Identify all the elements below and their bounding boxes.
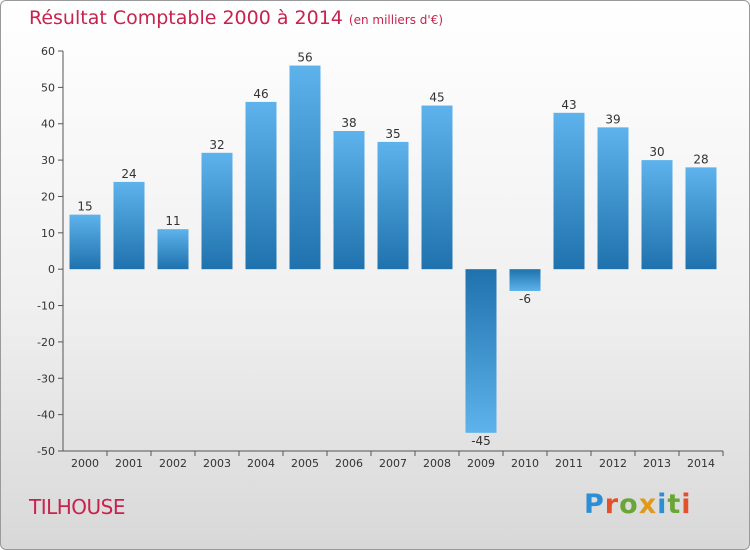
proxiti-logo: Proxiti <box>584 489 692 520</box>
y-tick-label: -50 <box>37 445 55 458</box>
bar-2004 <box>245 101 277 270</box>
data-label-2010: -6 <box>519 292 531 306</box>
logo-letter: i <box>681 489 692 520</box>
y-tick-label: -10 <box>37 300 55 313</box>
bar-2003 <box>201 152 233 270</box>
data-label-2001: 24 <box>121 167 136 181</box>
y-tick-label: 50 <box>41 81 55 94</box>
y-tick-label: -30 <box>37 372 55 385</box>
bar-2002 <box>157 229 189 270</box>
x-tick-label: 2010 <box>511 457 539 470</box>
chart-axes: -50 -40 -30 -20 -10 0 10 20 30 40 50 60 2000 2001 2002… <box>37 45 724 470</box>
x-tick-label: 2002 <box>159 457 187 470</box>
bar-2013 <box>641 160 673 270</box>
x-tick-label: 2007 <box>379 457 407 470</box>
logo-letter: o <box>619 489 639 520</box>
data-label-2012: 39 <box>605 112 620 126</box>
y-tick-label: -40 <box>37 409 55 422</box>
data-label-2008: 45 <box>429 91 444 105</box>
bar-2008 <box>421 105 453 270</box>
chart-title: Résultat Comptable 2000 à 2014 (en millie… <box>29 7 443 29</box>
x-tick-label: 2013 <box>643 457 671 470</box>
bar-2012 <box>597 127 629 270</box>
data-label-2003: 32 <box>209 138 224 152</box>
bar-2006 <box>333 131 365 270</box>
chart-bars <box>69 65 717 433</box>
x-tick-label: 2005 <box>291 457 319 470</box>
y-tick-label: -20 <box>37 336 55 349</box>
x-tick-label: 2004 <box>247 457 275 470</box>
x-tick-label: 2006 <box>335 457 363 470</box>
data-label-2004: 46 <box>253 87 268 101</box>
bar-2005 <box>289 65 321 270</box>
data-label-2007: 35 <box>385 127 400 141</box>
chart-data-labels: 15 24 11 32 46 56 38 35 45 -45 -6 43 39 30 28 <box>77 51 708 448</box>
bar-2007 <box>377 141 409 270</box>
x-tick-label: 2009 <box>467 457 495 470</box>
x-tick-label: 2014 <box>687 457 715 470</box>
logo-letter: P <box>584 489 605 520</box>
bar-2014 <box>685 167 717 270</box>
bar-2000 <box>69 214 101 270</box>
commune-name: TILHOUSE <box>29 495 126 519</box>
y-tick-label: 60 <box>41 45 55 58</box>
data-label-2006: 38 <box>341 116 356 130</box>
data-label-2009: -45 <box>471 434 491 448</box>
x-tick-label: 2012 <box>599 457 627 470</box>
y-tick-label: 20 <box>41 190 55 203</box>
y-tick-label: 40 <box>41 118 55 131</box>
y-tick-label: 10 <box>41 227 55 240</box>
y-tick-label: 30 <box>41 154 55 167</box>
x-tick-label: 2011 <box>555 457 583 470</box>
data-label-2002: 11 <box>165 214 180 228</box>
data-label-2014: 28 <box>693 152 708 166</box>
x-tick-label: 2000 <box>71 457 99 470</box>
chart-subtitle: (en milliers d'€) <box>348 13 444 27</box>
data-label-2000: 15 <box>77 200 92 214</box>
logo-letter: x <box>638 489 658 520</box>
chart-title-text: Résultat Comptable 2000 à 2014 <box>29 7 343 29</box>
data-label-2013: 30 <box>649 145 664 159</box>
logo-letter: r <box>604 489 620 520</box>
y-tick-label: 0 <box>48 263 55 276</box>
data-label-2005: 56 <box>297 51 312 65</box>
data-label-2011: 43 <box>561 98 576 112</box>
bar-2001 <box>113 181 145 270</box>
x-tick-label: 2008 <box>423 457 451 470</box>
bar-2011 <box>553 112 585 270</box>
x-tick-label: 2001 <box>115 457 143 470</box>
bar-2010 <box>509 269 541 291</box>
bar-2009 <box>465 269 497 433</box>
logo-letter: t <box>667 489 682 520</box>
x-tick-label: 2003 <box>203 457 231 470</box>
logo-letter: i <box>657 489 668 520</box>
